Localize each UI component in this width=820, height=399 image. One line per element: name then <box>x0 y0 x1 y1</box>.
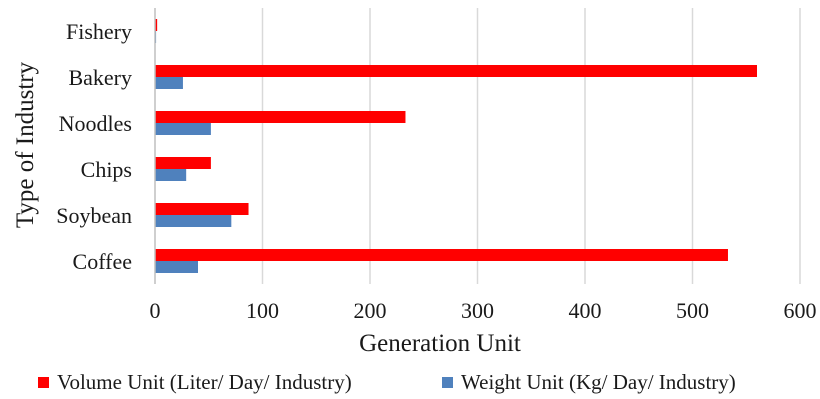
x-tick-label: 200 <box>354 298 387 323</box>
category-label: Fishery <box>66 19 132 44</box>
legend-swatch-weight <box>442 377 453 388</box>
x-tick-label: 600 <box>784 298 817 323</box>
category-label: Coffee <box>73 249 132 274</box>
category-labels: Coffee Soybean Chips Noodles Bakery Fishery <box>56 19 132 274</box>
bar-weight-bakery <box>155 77 183 89</box>
x-tick-label: 400 <box>569 298 602 323</box>
x-tick-label: 500 <box>676 298 709 323</box>
bar-volume-chips <box>155 157 211 169</box>
x-tick-label: 300 <box>461 298 494 323</box>
category-label: Noodles <box>59 111 132 136</box>
bar-volume-coffee <box>155 249 728 261</box>
bar-volume-soybean <box>155 203 249 215</box>
x-tick-label: 0 <box>150 298 161 323</box>
legend-label-weight: Weight Unit (Kg/ Day/ Industry) <box>461 370 736 394</box>
legend: Volume Unit (Liter/ Day/ Industry) Weigh… <box>38 370 736 394</box>
bar-volume-noodles <box>155 111 406 123</box>
bar-volume-bakery <box>155 65 757 77</box>
bar-volume-fishery <box>155 19 158 31</box>
category-label: Soybean <box>56 203 132 228</box>
category-label: Bakery <box>68 65 132 90</box>
bars <box>155 19 757 273</box>
category-label: Chips <box>81 157 132 182</box>
x-tick-labels: 0 100 200 300 400 500 600 <box>150 298 817 323</box>
bar-weight-soybean <box>155 215 232 227</box>
legend-swatch-volume <box>38 377 49 388</box>
x-tick-label: 100 <box>246 298 279 323</box>
x-axis-title: Generation Unit <box>359 330 521 357</box>
y-axis-title: Type of Industry <box>12 61 39 228</box>
bar-weight-chips <box>155 169 187 181</box>
legend-label-volume: Volume Unit (Liter/ Day/ Industry) <box>57 370 352 394</box>
gridlines <box>261 8 801 284</box>
bar-weight-noodles <box>155 123 211 135</box>
bar-weight-coffee <box>155 261 198 273</box>
